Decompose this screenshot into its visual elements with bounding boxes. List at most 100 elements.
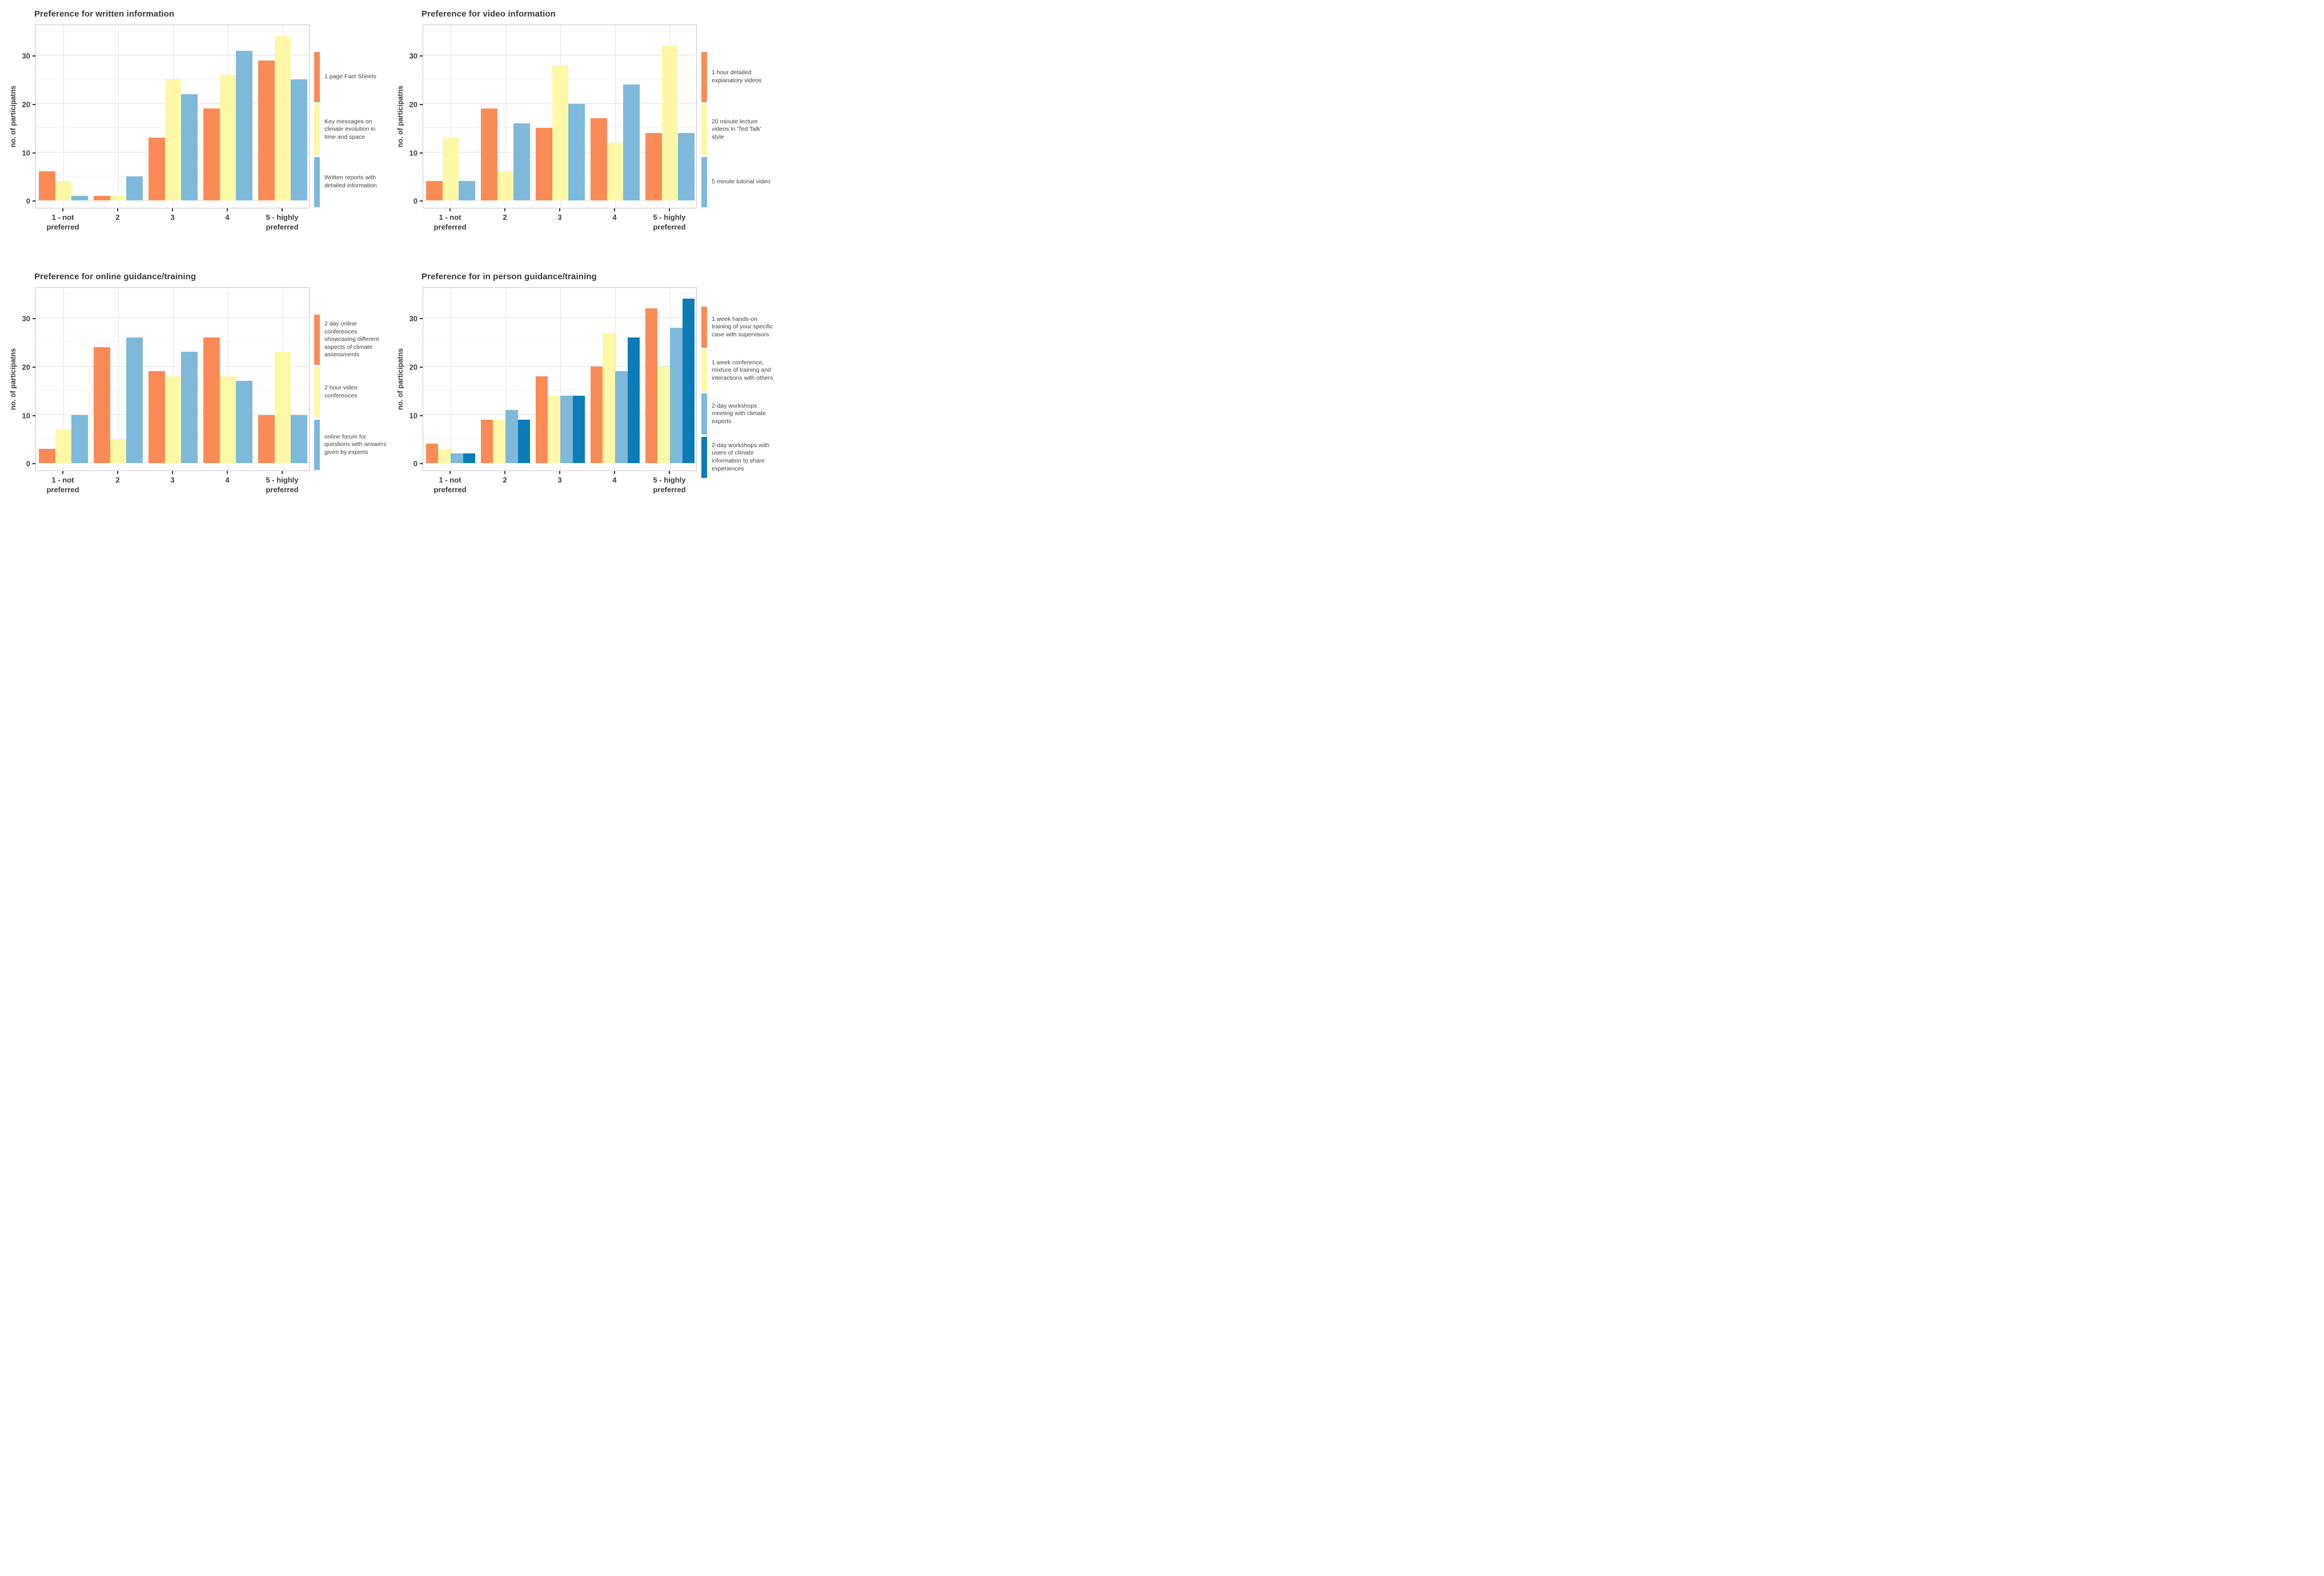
x-tick-label: 4 xyxy=(612,476,617,484)
x-tick-mark xyxy=(559,471,560,474)
legend-key-swatch xyxy=(701,307,707,348)
y-tick-mark xyxy=(420,103,423,105)
y-axis-ticks: 0 10 20 30 xyxy=(406,25,423,208)
y-tick-mark xyxy=(33,318,35,320)
x-axis-labels: 1 - not preferred 2 3 4 5 - highly preferred xyxy=(35,471,310,495)
y-axis-title: no. of participatns xyxy=(396,348,404,411)
major-gridline xyxy=(423,317,696,319)
y-tick-label: 0 xyxy=(26,459,30,468)
x-tick-mark xyxy=(559,208,560,211)
bar xyxy=(110,195,127,201)
bar xyxy=(459,181,476,201)
y-tick-mark xyxy=(420,152,423,154)
legend-label: 2-day workshops with users of climate in… xyxy=(712,441,769,472)
legend-item: 2 day online conferences showcasing diff… xyxy=(314,315,387,365)
bar xyxy=(623,84,640,201)
bar xyxy=(645,132,662,201)
x-tick-mark xyxy=(504,471,505,474)
x-tick-label: 3 xyxy=(557,213,562,222)
x-tick-mark xyxy=(449,471,451,474)
x-gridline xyxy=(63,25,64,208)
x-tick-label: 2 xyxy=(503,476,507,484)
bar xyxy=(38,171,55,201)
x-axis-labels: 1 - not preferred 2 3 4 5 - highly preferred xyxy=(423,471,697,495)
x-tick-label: 1 - not preferred xyxy=(434,476,467,494)
x-tick-mark xyxy=(172,208,173,211)
y-tick-label: 0 xyxy=(413,196,418,206)
x-gridline xyxy=(118,25,119,208)
legend-key-swatch xyxy=(314,420,320,470)
x-gridline xyxy=(118,288,119,471)
x-tick-label: 2 xyxy=(115,476,120,484)
bar xyxy=(572,395,585,464)
chart-title: Preference for in person guidance/traini… xyxy=(422,272,597,282)
chart-written-information: Preference for written information no. o… xyxy=(0,0,387,263)
y-axis-ticks: 0 10 20 30 xyxy=(18,287,35,471)
charts-grid: Preference for written information no. o… xyxy=(0,0,774,525)
bar xyxy=(568,103,585,201)
legend-item: 5 minute tutorial video xyxy=(701,157,774,207)
legend-label: 2 day online conferences showcasing diff… xyxy=(324,320,379,359)
x-tick-mark xyxy=(117,208,118,211)
y-tick-label: 20 xyxy=(409,363,418,372)
x-tick-label: 1 - not preferred xyxy=(46,213,79,231)
y-tick-mark xyxy=(420,463,423,465)
legend-key-swatch xyxy=(314,52,320,102)
bar xyxy=(493,420,505,464)
plot-panel xyxy=(35,25,310,208)
bar xyxy=(682,299,695,464)
x-axis-labels: 1 - not preferred 2 3 4 5 - highly preferred xyxy=(423,208,697,232)
bar xyxy=(552,65,569,201)
legend-item: 1 hour detailed explanatory videos xyxy=(701,52,774,102)
y-tick-mark xyxy=(420,200,423,202)
legend-item: Written reports with detailed informatio… xyxy=(314,157,387,207)
plot-panel xyxy=(423,25,697,208)
legend-label: Key messages on climate evolution in tim… xyxy=(324,118,376,140)
legend-item: 1 week hands-on training of your specifi… xyxy=(701,307,774,348)
x-tick-label: 5 - highly preferred xyxy=(653,476,686,494)
y-tick-label: 30 xyxy=(22,314,30,323)
x-tick-mark xyxy=(449,208,451,211)
y-tick-label: 10 xyxy=(22,148,30,158)
bar xyxy=(426,444,439,464)
legend-key-swatch xyxy=(314,367,320,417)
chart-video-information: Preference for video information no. of … xyxy=(387,0,774,263)
bar xyxy=(291,415,308,464)
bar xyxy=(603,332,615,464)
bar xyxy=(236,50,253,201)
x-tick-mark xyxy=(227,471,228,474)
bar xyxy=(164,79,182,201)
y-tick-mark xyxy=(420,366,423,368)
legend-key-swatch xyxy=(701,104,707,155)
minor-gridline xyxy=(423,341,696,343)
bar xyxy=(71,415,89,464)
bar xyxy=(480,108,497,201)
bar xyxy=(645,308,658,464)
chart-title: Preference for video information xyxy=(422,9,556,19)
bar xyxy=(148,138,165,201)
plot-panel xyxy=(35,287,310,471)
y-tick-mark xyxy=(33,103,35,105)
legend-label: 5 minute tutorial video xyxy=(712,178,770,186)
legend-item: 1 week conference, mixture of training a… xyxy=(701,350,774,391)
y-tick-label: 30 xyxy=(22,51,30,61)
plot-panel xyxy=(423,287,697,471)
x-gridline xyxy=(63,288,64,471)
bar xyxy=(38,448,55,464)
bar xyxy=(627,337,640,464)
bar xyxy=(480,420,493,464)
x-tick-label: 3 xyxy=(170,476,175,484)
x-tick-mark xyxy=(62,471,63,474)
legend-item: 20 minute lecture videos in 'Ted Talk' s… xyxy=(701,104,774,155)
y-tick-label: 20 xyxy=(409,100,418,109)
major-gridline xyxy=(423,365,696,367)
x-gridline xyxy=(560,288,561,471)
minor-gridline xyxy=(423,390,696,391)
legend-key-swatch xyxy=(701,350,707,391)
y-axis-ticks: 0 10 20 30 xyxy=(406,287,423,471)
legend: 2 day online conferences showcasing diff… xyxy=(314,287,387,497)
bar xyxy=(71,195,89,201)
y-tick-mark xyxy=(420,55,423,57)
x-tick-mark xyxy=(504,208,505,211)
bar xyxy=(203,108,220,201)
